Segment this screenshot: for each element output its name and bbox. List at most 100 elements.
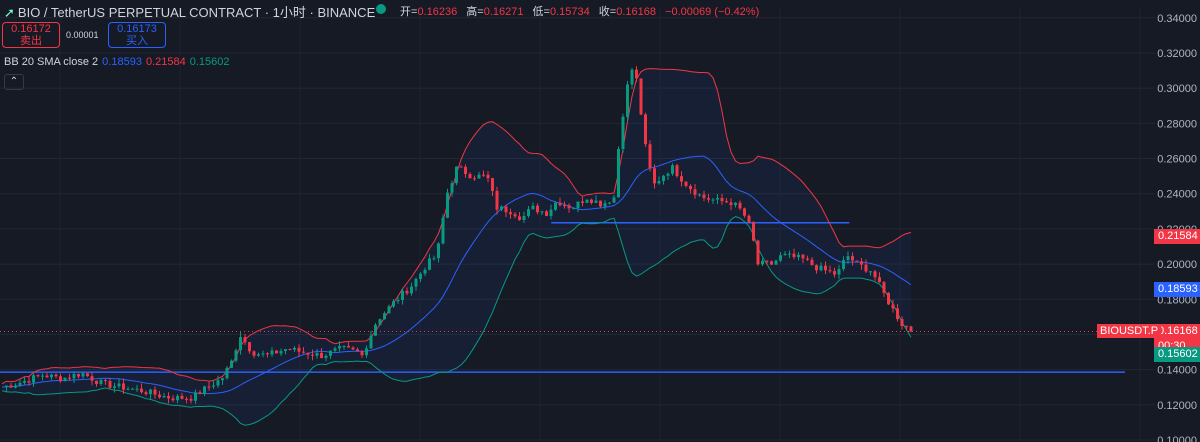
candle [194, 389, 197, 404]
candle [747, 214, 751, 224]
candle-body [270, 350, 274, 355]
candle-body [401, 290, 404, 300]
candle-body [324, 355, 328, 359]
indicator-legend[interactable]: BB 20 SMA close 2 0.18593 0.21584 0.15602 [4, 56, 229, 68]
collapse-legend-button[interactable]: ⌃ [4, 74, 24, 90]
candle [518, 212, 521, 221]
candle-body [729, 202, 733, 206]
candle [585, 199, 589, 204]
candle [666, 172, 670, 180]
buy-button[interactable]: 0.16173 买入 [108, 22, 166, 48]
candle [99, 378, 103, 386]
candle [333, 346, 337, 353]
candle [23, 377, 26, 385]
candle [365, 345, 368, 358]
candle-body [203, 386, 206, 394]
candle [261, 350, 265, 358]
candle [401, 288, 404, 305]
chevron-up-icon: ⌃ [9, 76, 19, 87]
candle-body [797, 254, 800, 258]
candle [509, 208, 512, 219]
y-tick-label: 0.20000 [1157, 259, 1197, 271]
candle-body [518, 216, 521, 220]
candle [293, 346, 296, 352]
candle [504, 204, 508, 218]
candle [378, 318, 382, 326]
change-value: −0.00069 (−0.42%) [665, 6, 760, 18]
candle [270, 347, 274, 357]
candle-body [63, 377, 67, 382]
candle [572, 207, 575, 210]
candle-body [590, 199, 593, 203]
candle [360, 350, 364, 358]
candle-body [194, 392, 197, 401]
candle-body [54, 374, 58, 377]
candle [216, 375, 220, 388]
candle [369, 330, 373, 349]
candle-body [878, 277, 881, 283]
candle-body [698, 194, 701, 196]
candle [32, 373, 35, 387]
candle [392, 299, 395, 309]
ohlc-readout: 开=0.16236 高=0.16271 低=0.15734 收=0.16168 … [400, 3, 765, 19]
candle [95, 380, 98, 387]
candle [230, 359, 233, 369]
candle-body [567, 205, 571, 209]
close-value: 0.16168 [616, 6, 656, 18]
candle [419, 272, 422, 283]
price-axis[interactable]: 0.100000.120000.140000.160000.180000.200… [1157, 13, 1197, 442]
candle-body [369, 335, 373, 349]
candle [797, 252, 800, 261]
candle [176, 394, 179, 404]
candle [594, 195, 598, 203]
candle [275, 350, 278, 354]
candle [59, 373, 62, 383]
candle-body [266, 353, 269, 355]
bb-basis-value: 0.18593 [102, 56, 142, 68]
candle [203, 385, 206, 396]
candle-body [617, 149, 620, 198]
candle-body [117, 383, 121, 387]
candle [72, 371, 76, 384]
candle [491, 177, 494, 197]
candle-body [702, 194, 706, 199]
candle [383, 311, 386, 320]
candle [531, 202, 535, 210]
candle [50, 373, 53, 380]
candle [738, 200, 742, 211]
candle-body [891, 304, 895, 309]
sell-label: 卖出 [20, 35, 42, 47]
buy-price: 0.16173 [117, 23, 157, 35]
candle-body [333, 348, 337, 351]
candle-body [603, 203, 607, 207]
candle-body [716, 197, 719, 200]
candle [14, 383, 17, 389]
candle-body [464, 166, 467, 174]
candle-body [495, 190, 499, 210]
candle [54, 373, 58, 379]
candle-body [873, 271, 877, 278]
candle-body [626, 84, 629, 117]
candle-body [423, 269, 427, 274]
candle-body [261, 353, 265, 355]
candle-body [207, 386, 211, 388]
candle [788, 250, 791, 259]
candle [833, 267, 836, 278]
candle [527, 206, 530, 218]
candle-body [297, 347, 301, 352]
candle [212, 380, 215, 390]
candle-body [504, 206, 508, 213]
horizontal-lines[interactable] [0, 221, 1125, 373]
candle [338, 341, 341, 352]
symbol-title[interactable]: ➚ BIO / TetherUS PERPETUAL CONTRACT · 1小时… [4, 2, 375, 21]
candle-body [248, 342, 251, 352]
market-status-icon[interactable] [376, 4, 386, 14]
candle-body [392, 301, 395, 307]
sell-button[interactable]: 0.16172 卖出 [2, 22, 60, 48]
candle [567, 203, 571, 213]
price-tag-upper: 0.21584 [1154, 229, 1200, 245]
candle-body [81, 373, 85, 377]
y-tick-label: 0.18000 [1157, 294, 1197, 306]
candle [158, 390, 161, 399]
